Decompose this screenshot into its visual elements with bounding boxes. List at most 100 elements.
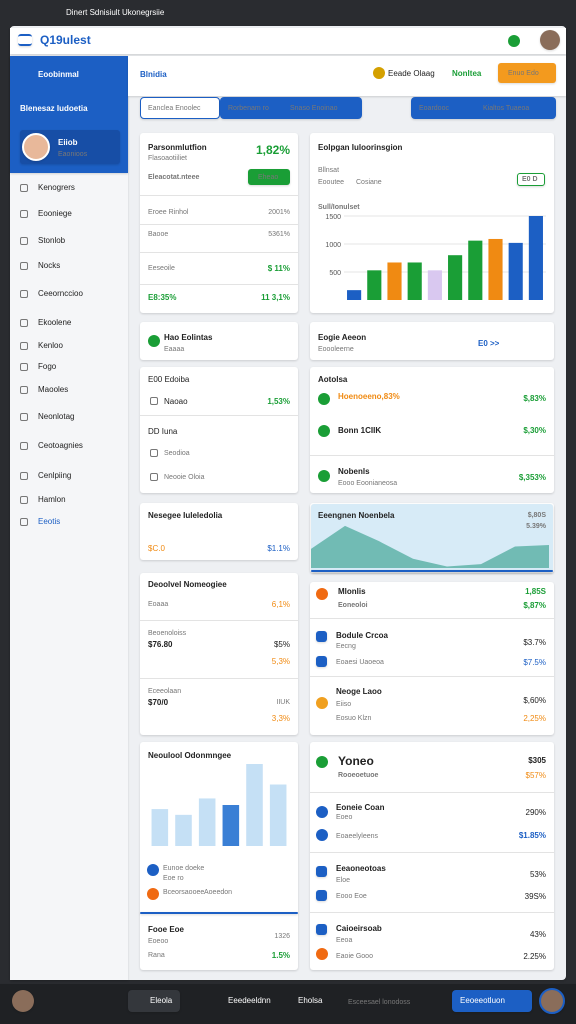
label: Nobenls <box>338 467 370 476</box>
nav-icon <box>20 363 28 371</box>
card <box>140 742 298 970</box>
bar <box>269 784 287 846</box>
icon <box>316 631 327 642</box>
label: $,30% <box>523 426 546 435</box>
label: IIUK <box>276 699 290 706</box>
divider <box>310 852 554 853</box>
label: 1,82% <box>255 143 290 157</box>
label: Baooe <box>148 231 169 238</box>
label: Eoaesi Uaoeoa <box>336 659 384 666</box>
label: $305 <box>528 756 546 765</box>
blue-rule <box>140 912 298 914</box>
card <box>140 322 298 360</box>
bar <box>468 240 483 300</box>
label: 43% <box>529 930 546 939</box>
button <box>248 169 290 185</box>
label: $1.85% <box>518 831 546 840</box>
label: Q19ulest <box>40 33 91 47</box>
card <box>140 503 298 560</box>
label: Enuo Edo <box>508 70 539 77</box>
label: 53% <box>529 870 546 879</box>
nav-icon <box>20 262 28 270</box>
label: Aotolsa <box>318 375 348 384</box>
label: Eanclea Enoolec <box>148 105 201 112</box>
label: Flasoaotiiliet <box>148 155 187 162</box>
label: 1326 <box>274 933 290 940</box>
icon <box>508 35 520 47</box>
icon <box>316 829 328 841</box>
sidebar <box>10 56 128 980</box>
label: Eloe <box>336 877 351 884</box>
nav-icon <box>20 184 28 192</box>
divider <box>140 678 298 679</box>
label: Esceesael lonodoss <box>348 999 411 1006</box>
label: Cosiane <box>356 179 382 186</box>
label: 2001% <box>268 209 290 216</box>
divider <box>140 224 298 225</box>
label: Eunoe doeke <box>163 865 205 872</box>
icon <box>318 470 330 482</box>
card <box>310 582 554 735</box>
avatar <box>22 133 50 161</box>
toolbar <box>128 56 566 96</box>
avatar <box>540 30 560 50</box>
label: Cenlpiing <box>38 471 72 480</box>
icon <box>316 656 327 667</box>
label: Ceeornccioo <box>38 289 83 298</box>
label: Eosuo Klzn <box>336 715 372 722</box>
label: Eoe ro <box>163 875 184 882</box>
label: Eooo Eoonianeosa <box>338 480 398 487</box>
bar <box>222 805 240 846</box>
label: Mlonlis <box>338 587 366 596</box>
label: Eolpgan Iuloorinsgion <box>318 143 403 152</box>
label: Eeaoneotoas <box>336 864 386 873</box>
label: Neoulool Odonmngee <box>148 751 232 760</box>
card <box>140 133 298 313</box>
label: Eoaaa <box>148 601 169 608</box>
nav-icon <box>20 386 28 394</box>
checkbox <box>150 473 158 481</box>
label: Rorbenam ro <box>228 105 269 112</box>
label: 290% <box>525 808 546 817</box>
label: $76.80 <box>148 640 173 649</box>
label: $1.1% <box>267 544 290 553</box>
icon <box>316 866 327 877</box>
icon <box>147 864 159 876</box>
label: Eheao <box>258 174 279 181</box>
divider <box>310 676 554 677</box>
y-tick-label: 500 <box>329 270 341 277</box>
label: Bllnsat <box>318 167 340 174</box>
label: 11 3,1% <box>261 293 290 302</box>
bar <box>508 242 523 300</box>
icon <box>318 393 330 405</box>
label: Kialtos Tuaeoa <box>483 105 530 112</box>
label: Eoneie Coan <box>336 803 385 812</box>
label: $,83% <box>523 394 546 403</box>
label: Eleacotat.nteee <box>148 174 200 181</box>
label: Hoenoeeno,83% <box>338 392 400 401</box>
label: $,80S <box>527 512 546 519</box>
label: $3.7% <box>523 638 546 647</box>
label: Parsonmlutfion <box>148 143 207 152</box>
icon <box>316 890 327 901</box>
label: Eeotis <box>38 517 61 526</box>
label: Eaaaa <box>164 346 185 353</box>
bar <box>151 809 169 846</box>
icon <box>147 888 159 900</box>
nav-icon <box>20 210 28 218</box>
label: 1,53% <box>267 397 290 406</box>
bar <box>488 238 503 300</box>
label: Kenogrers <box>38 183 75 192</box>
select <box>411 97 556 119</box>
tab-group <box>220 97 362 119</box>
label: Eeoeeotluon <box>460 996 505 1005</box>
taskbar-chip <box>128 990 180 1012</box>
label: Aoeedon <box>204 889 233 896</box>
icon <box>316 756 328 768</box>
label: 6,1% <box>271 600 290 609</box>
button <box>452 990 532 1012</box>
label: $57% <box>525 771 546 780</box>
label: Eeedeeldnn <box>228 996 271 1005</box>
summary-chart: 500 1000 1500 <box>325 214 546 300</box>
